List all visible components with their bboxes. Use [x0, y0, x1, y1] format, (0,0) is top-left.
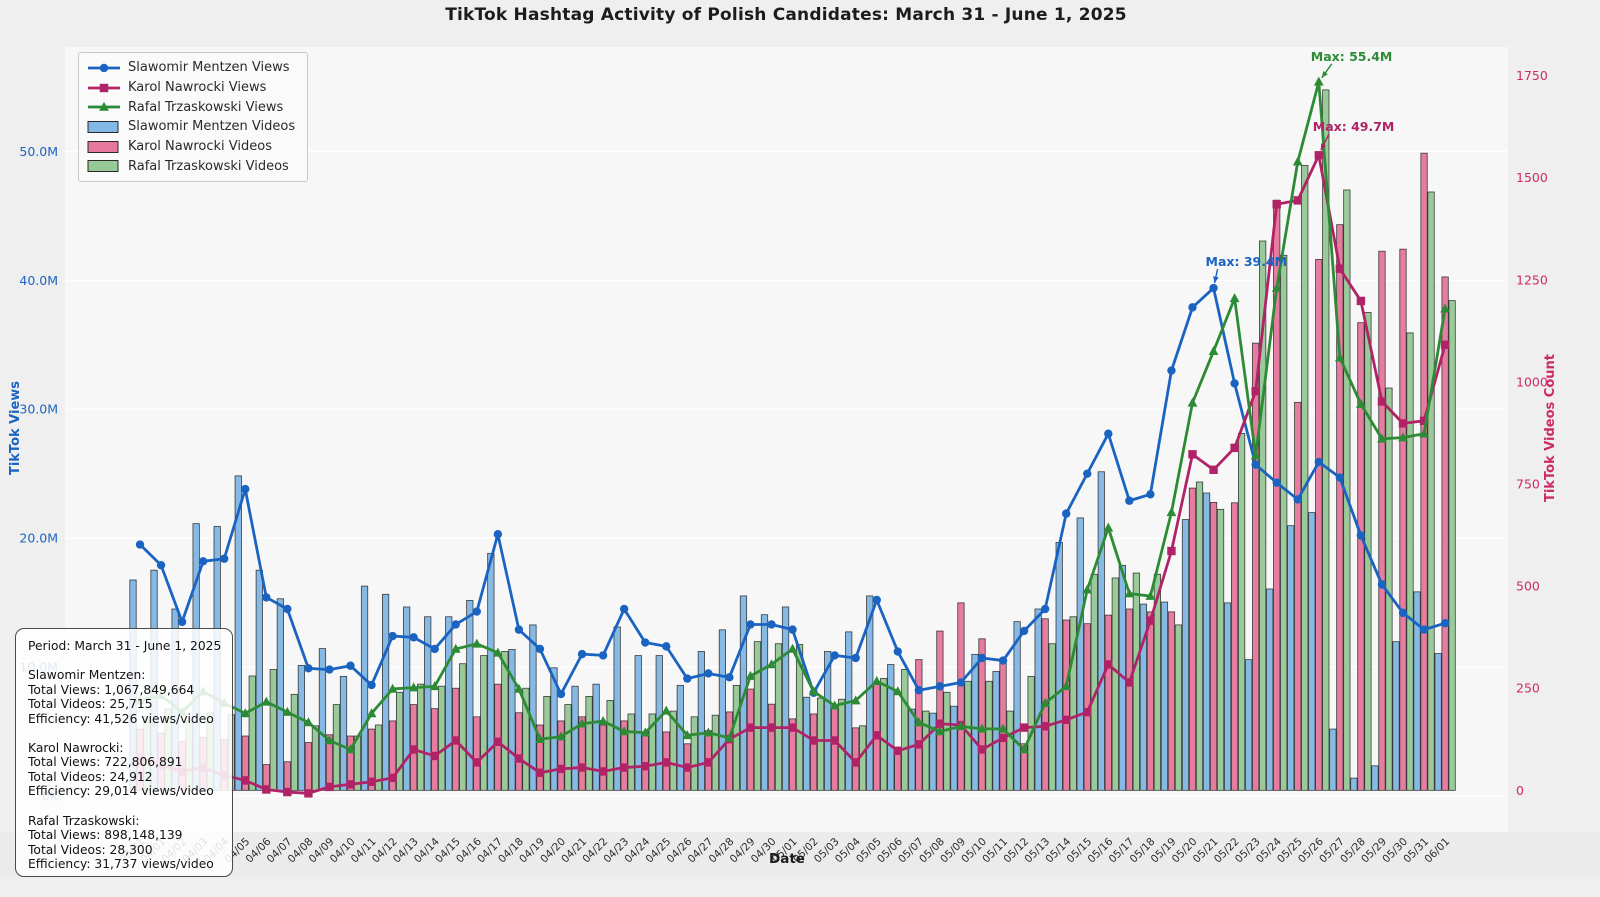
legend-item-label: Rafal Trzaskowski Videos: [128, 158, 289, 174]
svg-text:750: 750: [1516, 477, 1540, 492]
stats-line: [28, 654, 224, 669]
legend-item: Rafal Trzaskowski Views: [87, 97, 295, 117]
stats-line: Karol Nawrocki:: [28, 740, 124, 755]
chart-title: TikTok Hashtag Activity of Polish Candid…: [445, 5, 1127, 25]
stats-line: Total Views: 1,067,849,664: [28, 682, 195, 697]
svg-text:20.0M: 20.0M: [19, 531, 58, 546]
stats-line: Period: March 31 - June 1, 2025: [28, 639, 222, 653]
svg-text:40.0M: 40.0M: [19, 273, 58, 288]
y-axis-label-right: TikTok Videos Count: [1543, 354, 1558, 503]
svg-text:30.0M: 30.0M: [19, 402, 58, 417]
svg-text:500: 500: [1516, 579, 1540, 594]
stats-line: [28, 799, 224, 814]
legend-item: Rafal Trzaskowski Videos: [87, 156, 295, 176]
stats-line: Efficiency: 29,014 views/video: [28, 784, 214, 799]
svg-text:1750: 1750: [1516, 68, 1548, 83]
legend-patch-swatch: [87, 160, 119, 173]
stats-line: Slawomir Mentzen:: [28, 668, 146, 683]
summary-stats-box: Period: March 31 - June 1, 2025 Slawomir …: [15, 628, 233, 877]
legend-item: Karol Nawrocki Videos: [87, 137, 295, 157]
legend-item-label: Karol Nawrocki Views: [128, 80, 267, 96]
svg-text:0: 0: [1516, 783, 1524, 798]
legend-item: Slawomir Mentzen Views: [87, 58, 295, 78]
legend-item-label: Slawomir Mentzen Views: [128, 60, 290, 76]
stats-line: Total Videos: 25,715: [28, 697, 153, 712]
legend-item: Karol Nawrocki Views: [87, 78, 295, 98]
stats-line: Efficiency: 41,526 views/video: [28, 711, 214, 726]
annotation-max-trzaskowski: Max: 55.4M: [1310, 48, 1393, 64]
svg-text:1250: 1250: [1516, 272, 1548, 287]
legend-line-swatch: [88, 83, 120, 92]
legend-line-swatch: [88, 102, 120, 112]
stats-line: Efficiency: 31,737 views/video: [28, 857, 214, 872]
stats-line: Total Views: 722,806,891: [28, 755, 183, 770]
annotation-max-mentzen: Max: 39.4M: [1205, 254, 1288, 270]
svg-text:50.0M: 50.0M: [19, 144, 58, 159]
svg-text:1000: 1000: [1516, 374, 1548, 389]
legend-item-label: Karol Nawrocki Videos: [128, 139, 272, 155]
legend-patch-swatch: [87, 140, 119, 153]
stats-line: Total Videos: 28,300: [28, 842, 153, 857]
stats-line: Total Views: 898,148,139: [28, 828, 183, 843]
legend-item-label: Rafal Trzaskowski Views: [128, 99, 284, 115]
legend-item: Slawomir Mentzen Videos: [87, 117, 295, 137]
legend-item-label: Slawomir Mentzen Videos: [128, 119, 296, 135]
stats-line: Rafal Trzaskowski:: [28, 813, 140, 828]
y-axis-label-left: TikTok Views: [8, 380, 23, 476]
svg-text:1500: 1500: [1516, 170, 1548, 185]
stats-line: [28, 726, 224, 741]
x-axis-label: Date: [769, 851, 805, 867]
legend-line-swatch: [88, 63, 120, 73]
annotation-max-nawrocki: Max: 49.7M: [1312, 119, 1395, 135]
legend-patch-swatch: [87, 120, 119, 133]
stats-line: Total Videos: 24,912: [28, 769, 153, 784]
legend: Slawomir Mentzen Views Karol Nawrocki Vie…: [78, 52, 309, 183]
svg-text:250: 250: [1516, 681, 1540, 696]
